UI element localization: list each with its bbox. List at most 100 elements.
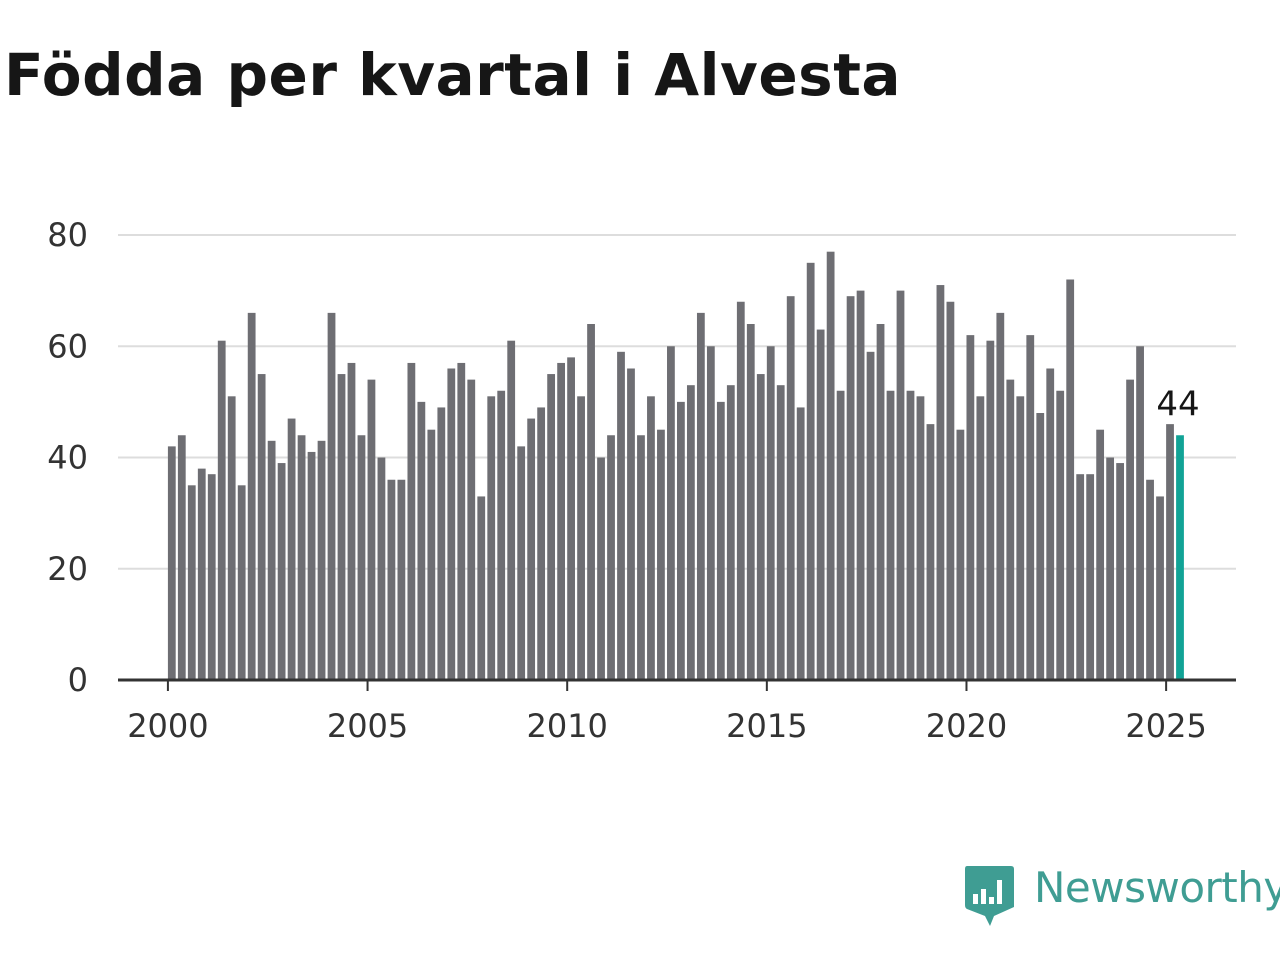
bar [1006,379,1015,680]
bar [337,374,346,680]
bar [876,324,885,680]
bar [617,351,625,680]
bar [1166,424,1174,680]
bar [167,446,176,680]
bar [1026,335,1035,680]
bar [756,374,765,680]
bar [696,312,705,680]
bar [487,396,496,680]
bar [587,324,595,680]
bar [317,440,326,680]
bar [467,379,476,680]
bar [347,362,356,680]
bar [856,290,865,680]
x-tick-label: 2015 [726,707,807,745]
bar [786,296,795,680]
bar [437,407,446,680]
bar [517,446,526,680]
bar [677,401,685,680]
bar [207,474,216,680]
bar [996,312,1005,680]
bar [217,340,226,680]
bar [667,346,675,680]
y-tick-label: 80 [47,216,88,254]
y-tick-label: 40 [47,439,88,477]
bar [457,362,466,680]
bar [846,296,855,680]
bar [906,390,915,680]
axes [118,678,1236,691]
bar [287,418,296,680]
bar [547,374,556,680]
bar [716,401,725,680]
bar [766,346,775,680]
bar [497,390,506,680]
x-tick-label: 2025 [1125,707,1206,745]
bar [397,479,406,680]
bar [377,457,386,680]
bar [297,435,306,680]
bar [627,368,635,680]
bar [816,329,825,680]
bar [796,407,805,680]
bar [866,351,875,680]
bar [197,468,206,680]
bar [1066,279,1075,680]
bar [1056,390,1065,680]
bar [527,418,536,680]
bar [1156,496,1164,680]
bar [926,424,935,680]
bar [247,312,256,680]
bar [1106,457,1115,680]
bar [1096,429,1105,680]
bar [577,396,585,680]
bar [1116,463,1125,680]
bar [367,379,376,680]
bar [597,457,605,680]
bar [257,374,266,680]
bar [557,362,566,680]
bar [1126,379,1134,680]
y-tick-label: 60 [47,327,88,365]
bar [407,362,416,680]
bar [1036,413,1045,680]
bar [657,429,665,680]
bar [387,479,396,680]
bar [826,251,835,680]
bar [327,312,336,680]
bar [477,496,486,680]
bar [946,301,955,680]
tick-labels: 0 20 40 60 80 44 2000 2005 2010 2015 2020 2025 [47,216,1207,745]
bar [647,396,655,680]
bar [686,385,695,680]
bar [307,451,316,680]
bar [706,346,715,680]
bar [187,485,196,680]
chart-title: Födda per kvartal i Alvesta [4,41,902,109]
bar-highlight [1176,435,1184,680]
newsworthy-logo-icon [965,866,1014,926]
y-tick-label: 20 [47,550,88,588]
bar [567,357,575,680]
bar [237,485,246,680]
bars [167,251,1184,680]
bar [916,396,925,680]
bar [357,435,366,680]
bar [966,335,975,680]
bar [227,396,236,680]
bar [1076,474,1085,680]
bar [277,463,286,680]
y-tick-label: 0 [68,661,88,699]
x-tick-label: 2010 [526,707,607,745]
bar [427,429,436,680]
bar [607,435,615,680]
value-label: 44 [1156,384,1199,424]
bar [177,435,186,680]
bar [447,368,456,680]
bar [886,390,895,680]
bar [1086,474,1095,680]
brand-name: Newsworthy [1034,863,1280,912]
bar [417,401,426,680]
bar [637,435,645,680]
bar [736,301,745,680]
